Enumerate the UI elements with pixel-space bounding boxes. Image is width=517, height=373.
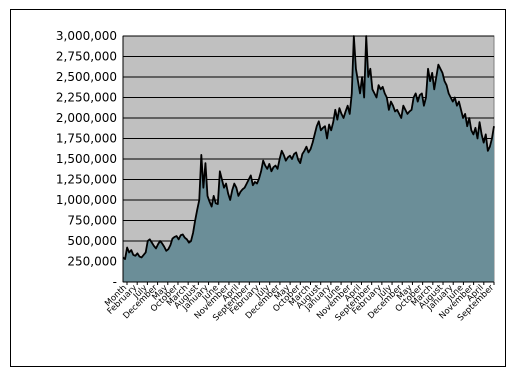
- y-tick-label: 1,250,000: [56, 173, 117, 187]
- y-tick-label: 250,000: [67, 255, 117, 269]
- y-tick-label: 2,500,000: [56, 70, 117, 84]
- y-tick-label: 500,000: [67, 234, 117, 248]
- y-tick-label: 3,000,000: [56, 29, 117, 43]
- area-fill: [123, 36, 494, 282]
- series-line: [122, 35, 495, 260]
- y-tick-label: 2,000,000: [56, 111, 117, 125]
- y-tick-label: -: [113, 275, 117, 289]
- y-tick-label: 2,250,000: [56, 91, 117, 105]
- y-tick-label: 2,750,000: [56, 50, 117, 64]
- y-tick-label: 1,000,000: [56, 193, 117, 207]
- y-tick-label: 750,000: [67, 214, 117, 228]
- y-tick-label: 1,500,000: [56, 152, 117, 166]
- y-tick-label: 1,750,000: [56, 132, 117, 146]
